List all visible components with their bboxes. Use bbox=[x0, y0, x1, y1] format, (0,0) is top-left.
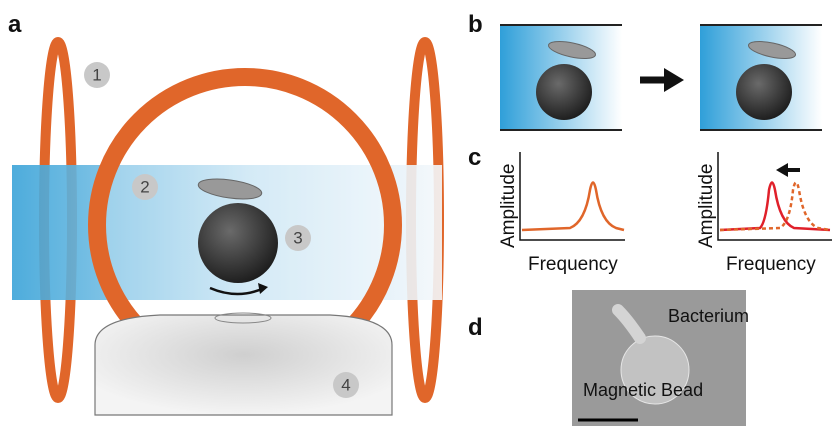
arrow bbox=[664, 68, 684, 92]
shifted-curve bbox=[720, 183, 830, 231]
marker-label: 1 bbox=[92, 66, 101, 85]
shift-arrow bbox=[776, 163, 788, 177]
bead bbox=[198, 203, 278, 283]
marker-label: 3 bbox=[293, 229, 302, 248]
marker-label: 4 bbox=[341, 376, 350, 395]
panel-label: c bbox=[468, 144, 481, 171]
panel-label: d bbox=[468, 314, 483, 341]
pedestal bbox=[95, 315, 392, 415]
annotation: Bacterium bbox=[668, 306, 749, 326]
axis-label: Amplitude bbox=[696, 164, 717, 249]
axis-label: Frequency bbox=[726, 254, 816, 275]
annotation: Magnetic Bead bbox=[583, 380, 703, 400]
axis-label: Amplitude bbox=[498, 164, 519, 249]
panel-label: b bbox=[468, 11, 483, 38]
resonance-curve bbox=[522, 183, 624, 231]
axis-label: Frequency bbox=[528, 254, 618, 275]
figure: a 1 2 3 4 b c Amplitude Frequency Amplit… bbox=[0, 0, 840, 429]
bead bbox=[736, 64, 792, 120]
panel-label: a bbox=[8, 11, 22, 38]
bead bbox=[536, 64, 592, 120]
marker-label: 2 bbox=[140, 178, 149, 197]
